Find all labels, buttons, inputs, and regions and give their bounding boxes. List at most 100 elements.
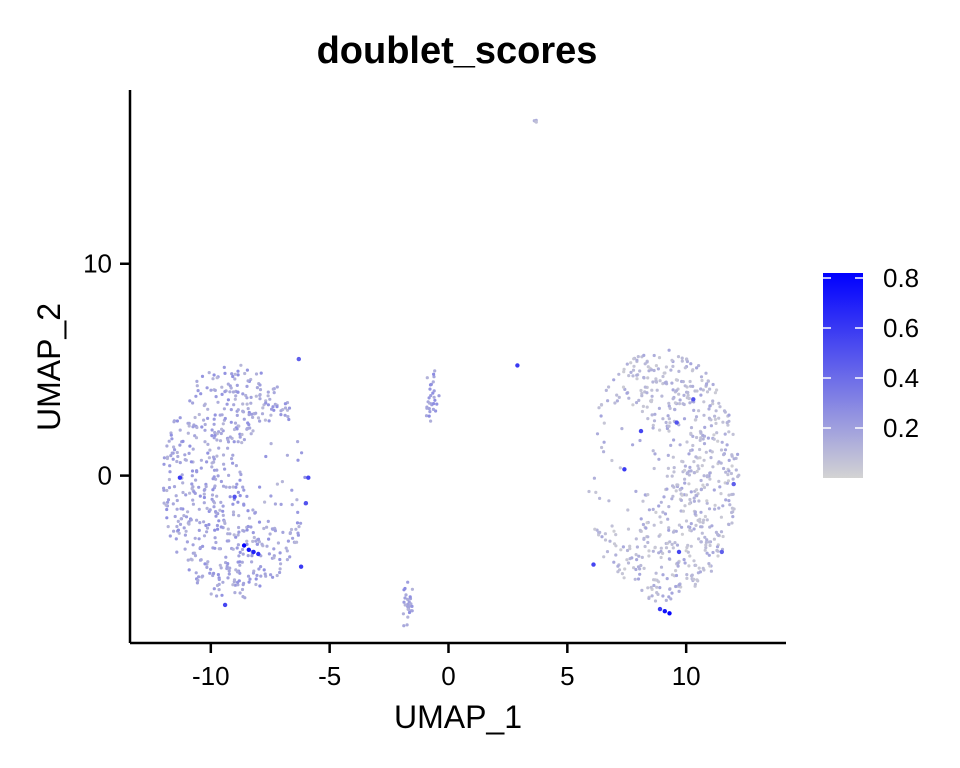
data-point	[622, 576, 626, 580]
data-point	[209, 567, 213, 571]
data-point	[222, 519, 226, 524]
data-point	[201, 574, 205, 578]
data-point	[704, 543, 708, 547]
data-point	[730, 454, 734, 458]
data-point	[674, 389, 679, 393]
data-point	[616, 570, 620, 574]
data-point	[702, 413, 706, 417]
data-point	[242, 529, 246, 533]
data-point	[166, 500, 170, 504]
data-point	[216, 527, 220, 531]
data-point	[707, 407, 711, 411]
data-point	[406, 604, 410, 609]
data-point	[726, 423, 730, 427]
data-point	[713, 417, 718, 421]
data-point	[645, 391, 649, 395]
data-point	[434, 409, 438, 413]
data-point	[672, 470, 676, 474]
data-point	[683, 561, 687, 565]
data-point	[187, 424, 191, 428]
data-point	[236, 490, 240, 494]
data-point	[699, 393, 703, 397]
data-point	[236, 373, 240, 377]
data-point	[602, 450, 606, 454]
x-tick-label: -5	[318, 661, 341, 691]
data-point	[707, 553, 711, 557]
data-point	[285, 558, 289, 562]
data-point	[688, 465, 692, 469]
data-point	[220, 593, 224, 597]
data-point	[230, 372, 234, 376]
data-point	[687, 482, 691, 486]
data-point	[259, 565, 263, 569]
data-point	[718, 485, 722, 489]
data-point	[197, 507, 201, 511]
data-point	[255, 542, 259, 546]
data-point	[685, 545, 689, 550]
data-point	[613, 401, 617, 405]
data-point	[620, 427, 624, 431]
data-point	[653, 599, 658, 603]
data-point	[246, 524, 250, 529]
data-point	[636, 577, 641, 581]
data-point	[632, 357, 636, 361]
data-point	[193, 554, 198, 558]
data-point	[680, 525, 684, 529]
data-point	[600, 535, 604, 539]
data-point	[722, 453, 726, 457]
data-point	[679, 585, 683, 589]
data-point	[286, 415, 290, 419]
data-point	[625, 558, 629, 562]
data-point	[403, 603, 407, 607]
data-point	[657, 406, 662, 410]
data-point	[425, 376, 429, 380]
data-point	[240, 441, 244, 445]
data-point	[715, 431, 719, 435]
data-point	[258, 397, 262, 401]
data-point	[227, 572, 231, 576]
data-point	[604, 388, 608, 392]
data-point	[249, 401, 253, 405]
data-point	[694, 523, 698, 528]
data-point	[259, 574, 263, 578]
data-point	[640, 391, 644, 396]
data-point	[236, 408, 240, 412]
data-point	[667, 429, 671, 433]
data-point	[627, 396, 631, 400]
data-point	[219, 431, 223, 436]
data-point	[205, 565, 209, 570]
data-point	[233, 421, 238, 425]
data-point	[267, 537, 271, 541]
data-point	[184, 529, 188, 533]
data-point	[666, 466, 671, 470]
data-point	[670, 381, 674, 385]
data-point	[689, 544, 693, 548]
data-point	[278, 570, 282, 575]
data-point	[279, 562, 283, 566]
data-point	[683, 464, 688, 468]
data-point	[275, 405, 279, 409]
data-point	[203, 562, 207, 566]
data-point	[671, 388, 675, 392]
data-point	[620, 572, 625, 576]
data-point	[629, 370, 633, 374]
data-point	[213, 413, 217, 417]
data-point	[269, 413, 273, 417]
data-point	[251, 549, 256, 555]
data-point	[217, 446, 221, 450]
data-point	[202, 403, 206, 408]
data-point	[602, 555, 606, 559]
data-point	[727, 469, 731, 473]
data-point	[717, 401, 721, 405]
data-point	[640, 409, 645, 414]
data-point	[183, 547, 187, 551]
data-point	[208, 448, 212, 452]
data-point	[168, 464, 172, 468]
data-point	[702, 474, 706, 478]
data-point	[268, 532, 272, 536]
data-point	[194, 478, 198, 482]
data-point	[709, 569, 714, 573]
data-point	[295, 498, 299, 502]
data-point	[254, 411, 258, 415]
data-point	[663, 512, 668, 516]
